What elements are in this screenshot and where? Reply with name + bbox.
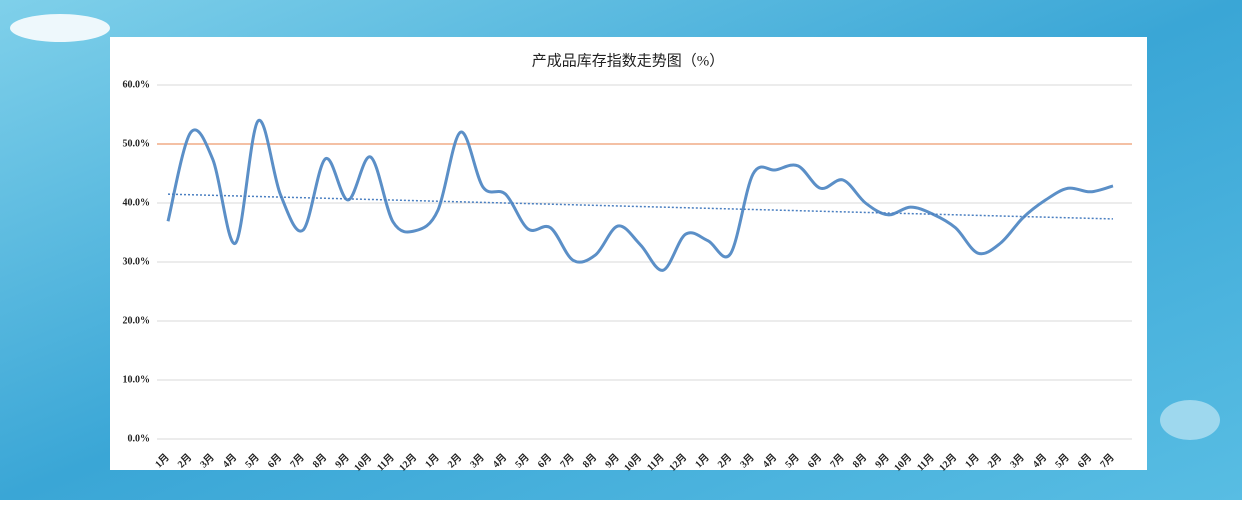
y-tick-label: 0.0% xyxy=(128,433,151,444)
plot-panel xyxy=(110,37,1147,470)
y-tick-label: 20.0% xyxy=(123,315,151,326)
decoration xyxy=(1160,400,1220,440)
y-tick-label: 60.0% xyxy=(123,79,151,90)
chart-title: 产成品库存指数走势图（%） xyxy=(532,52,725,69)
y-tick-label: 40.0% xyxy=(123,197,151,208)
trendline xyxy=(167,193,1114,220)
data-line xyxy=(166,119,1114,272)
y-tick-label: 10.0% xyxy=(123,374,151,385)
y-tick-label: 30.0% xyxy=(123,256,151,267)
y-tick-label: 50.0% xyxy=(123,138,151,149)
decoration xyxy=(10,14,110,42)
